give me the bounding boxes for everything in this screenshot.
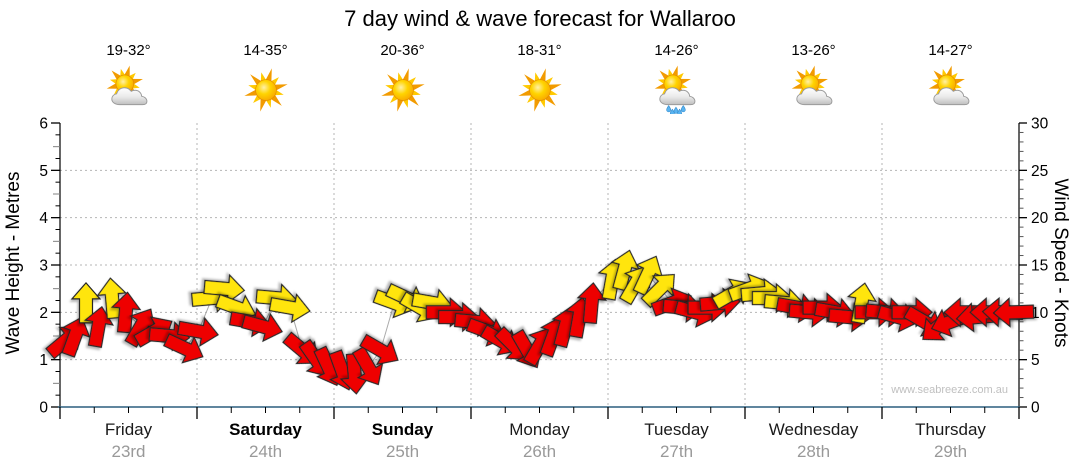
wind-arrow bbox=[359, 333, 399, 366]
wind-arrow bbox=[110, 291, 142, 334]
wind-arrow bbox=[176, 316, 219, 347]
day-name: Wednesday bbox=[768, 420, 859, 439]
day-summary: 14-35° bbox=[218, 42, 314, 114]
temperature-range: 18-31° bbox=[517, 42, 562, 59]
left-axis: 0 1 2 3 4 5 6 bbox=[39, 116, 61, 417]
weather-icon-sun bbox=[380, 68, 425, 112]
right-axis-title: Wind Speed - Knots bbox=[1050, 178, 1071, 348]
svg-text:15: 15 bbox=[1031, 258, 1048, 275]
wind-arrow bbox=[83, 305, 115, 349]
svg-text:5: 5 bbox=[39, 163, 48, 180]
day-date: 25th bbox=[385, 442, 420, 461]
weather-icon-sun bbox=[517, 68, 562, 112]
gridlines bbox=[60, 123, 1019, 407]
day-summary: 20-36° bbox=[355, 42, 451, 114]
day-label: Saturday 24th bbox=[201, 420, 331, 462]
day-summary: 18-31° bbox=[492, 42, 588, 114]
temperature-range: 14-35° bbox=[243, 42, 288, 59]
weather-icon-sun bbox=[243, 68, 288, 112]
day-summary: 19-32° bbox=[81, 42, 177, 114]
wind-arrow bbox=[351, 345, 384, 386]
day-name: Tuesday bbox=[644, 420, 709, 439]
svg-text:1: 1 bbox=[39, 352, 48, 369]
weather-icon-sun-cloud-rain bbox=[654, 65, 695, 114]
temperature-range: 20-36° bbox=[380, 42, 425, 59]
wind-arrow bbox=[96, 277, 128, 320]
svg-text:3: 3 bbox=[39, 258, 48, 275]
temperature-range: 14-26° bbox=[654, 42, 699, 59]
day-date: 26th bbox=[522, 442, 557, 461]
temperature-range: 13-26° bbox=[791, 42, 836, 59]
day-date: 28th bbox=[796, 442, 831, 461]
right-axis: 0 5 10 15 20 25 30 bbox=[1018, 116, 1049, 417]
svg-text:10: 10 bbox=[1031, 305, 1049, 322]
wind-arrow bbox=[61, 316, 91, 358]
day-label: Friday 23rd bbox=[64, 420, 194, 462]
day-summary: 13-26° bbox=[766, 42, 862, 114]
day-name: Saturday bbox=[229, 420, 302, 439]
left-axis-title: Wave Height - Metres bbox=[3, 171, 24, 355]
day-label: Wednesday 28th bbox=[749, 420, 879, 462]
day-summary: 14-26° bbox=[629, 42, 725, 114]
svg-text:25: 25 bbox=[1031, 163, 1048, 180]
wind-arrow bbox=[992, 297, 1035, 328]
day-label: Tuesday 27th bbox=[612, 420, 742, 462]
svg-text:5: 5 bbox=[1031, 352, 1040, 369]
wind-arrow bbox=[241, 312, 283, 343]
day-label: Monday 26th bbox=[475, 420, 605, 462]
wind-arrow bbox=[163, 333, 204, 364]
x-axis bbox=[58, 406, 1020, 419]
temperature-range: 14-27° bbox=[928, 42, 973, 59]
page-title: 7 day wind & wave forecast for Wallaroo bbox=[344, 6, 736, 31]
svg-text:20: 20 bbox=[1031, 210, 1049, 227]
svg-text:30: 30 bbox=[1031, 116, 1049, 133]
wind-arrows bbox=[45, 249, 1035, 395]
day-date: 29th bbox=[933, 442, 968, 461]
temperature-range: 19-32° bbox=[106, 42, 151, 59]
day-label: Thursday 29th bbox=[886, 420, 1016, 462]
day-label: Sunday 25th bbox=[338, 420, 468, 462]
day-summary: 14-27° bbox=[903, 42, 999, 114]
svg-text:6: 6 bbox=[39, 116, 48, 133]
wind-arrow bbox=[268, 293, 311, 324]
weather-icon-sun-cloud bbox=[106, 65, 147, 106]
svg-text:0: 0 bbox=[1031, 400, 1040, 417]
svg-text:2: 2 bbox=[39, 305, 48, 322]
day-date: 23rd bbox=[111, 442, 146, 461]
day-name: Sunday bbox=[371, 420, 434, 439]
day-name: Monday bbox=[509, 420, 570, 439]
weather-icon-sun-cloud bbox=[791, 65, 832, 106]
day-date: 24th bbox=[248, 442, 283, 461]
svg-text:4: 4 bbox=[39, 210, 48, 227]
wind-arrow bbox=[70, 281, 102, 324]
weather-icon-sun-cloud bbox=[928, 65, 969, 106]
day-name: Friday bbox=[104, 420, 153, 439]
wind-arrow bbox=[576, 282, 608, 325]
day-name: Thursday bbox=[915, 420, 986, 439]
wind-arrow bbox=[640, 273, 675, 309]
watermark: www.seabreeze.com.au bbox=[891, 384, 1008, 396]
day-date: 27th bbox=[659, 442, 694, 461]
svg-text:0: 0 bbox=[39, 400, 48, 417]
